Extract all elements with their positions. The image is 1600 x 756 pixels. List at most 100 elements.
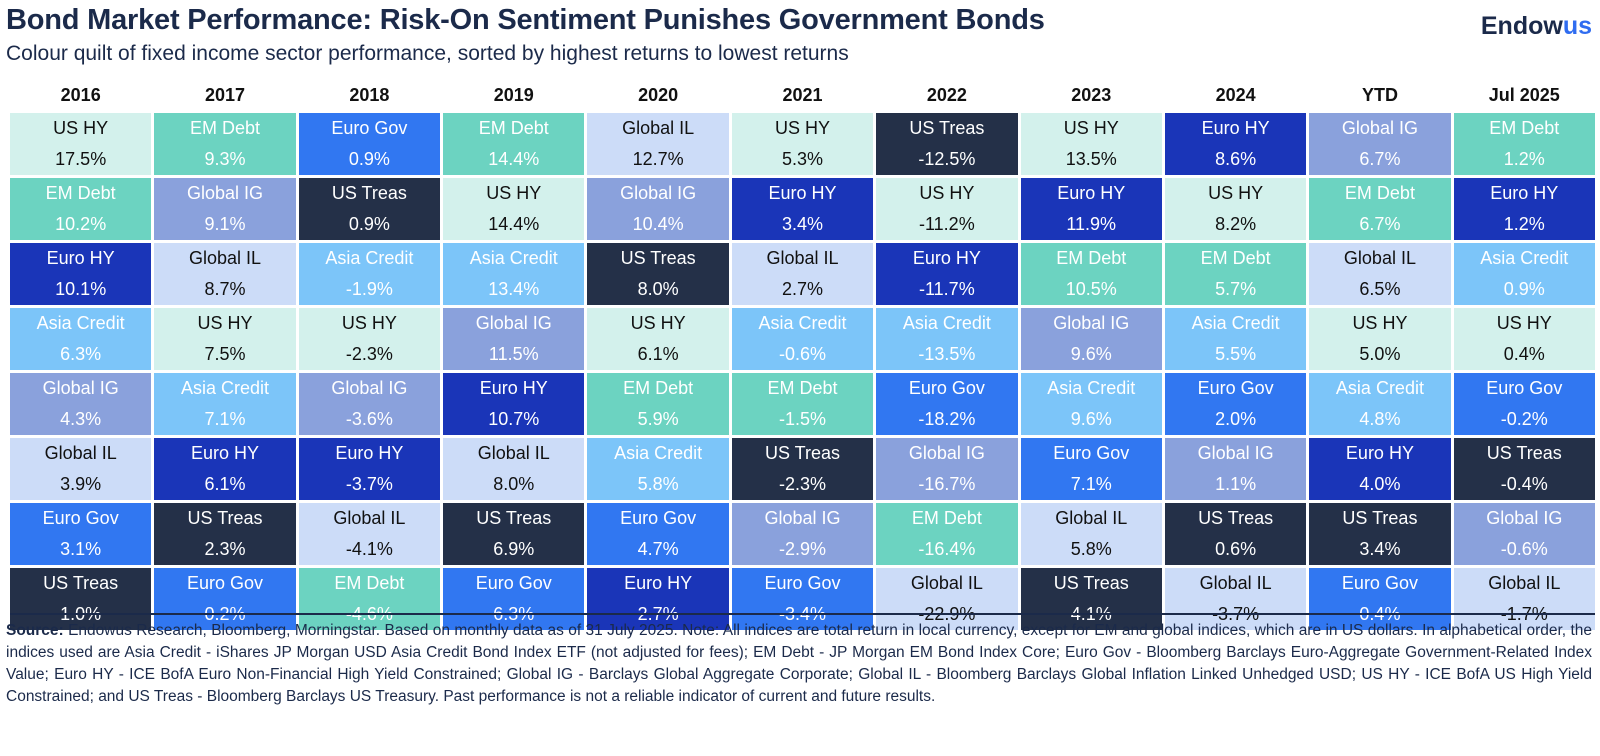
quilt-cell: US Treas 2.3% — [154, 503, 296, 565]
quilt-cell: EM Debt 6.7% — [1309, 178, 1451, 240]
return-value: 2.0% — [1215, 409, 1257, 429]
column-header: YTD — [1361, 84, 1398, 105]
quilt-cell: EM Debt 5.7% — [1164, 243, 1307, 305]
column-header: 2022 — [926, 84, 967, 105]
return-value: 6.5% — [1359, 279, 1401, 299]
quilt-cell: Euro Gov 4.7% — [587, 503, 729, 565]
return-value: -11.7% — [919, 279, 975, 299]
return-value: -18.2% — [918, 409, 976, 429]
sector-label: US Treas — [1053, 573, 1129, 593]
sector-label: Asia Credit — [469, 248, 558, 268]
sector-label: US Treas — [620, 248, 696, 268]
sector-label: Euro HY — [335, 443, 404, 463]
sector-label: Global IG — [475, 313, 552, 333]
return-value: -4.1% — [345, 539, 393, 559]
sector-label: US HY — [197, 313, 253, 333]
sector-label: US Treas — [43, 573, 119, 593]
quilt-cell: Global IG 4.3% — [10, 373, 152, 435]
sector-label: EM Debt — [1344, 183, 1415, 203]
return-value: 13.4% — [488, 279, 540, 299]
sector-label: Euro Gov — [908, 378, 985, 398]
return-value: 9.6% — [1070, 409, 1112, 429]
sector-label: Euro HY — [1201, 118, 1270, 138]
endowus-logo: Endowus — [1481, 12, 1592, 41]
chart-title: Bond Market Performance: Risk-On Sentime… — [6, 4, 1045, 36]
quilt-cell: Global IL -22.9% — [876, 568, 1018, 630]
sector-label: US HY — [341, 313, 397, 333]
performance-quilt-grid: 2016 US HY 17.5% EM Debt 10.2% Euro HY 10.1% As… — [10, 80, 1595, 630]
return-value: 7.1% — [1070, 474, 1112, 494]
sector-label: EM Debt — [1056, 248, 1127, 268]
sector-label: Global IL — [333, 508, 406, 528]
column-header: Jul 2025 — [1488, 84, 1560, 105]
sector-label: Global IL — [1199, 573, 1272, 593]
return-value: 4.0% — [1359, 474, 1401, 494]
sector-label: Global IL — [44, 443, 117, 463]
quilt-cell: Euro HY 1.2% — [1453, 178, 1595, 240]
column-header: 2016 — [60, 84, 101, 105]
sector-label: Euro Gov — [42, 508, 119, 528]
logo-accent-text: us — [1562, 12, 1592, 40]
quilt-cell: Global IG 9.1% — [154, 178, 296, 240]
quilt-cell: EM Debt 5.9% — [587, 373, 729, 435]
return-value: 2.7% — [781, 279, 823, 299]
return-value: -0.6% — [778, 344, 826, 364]
return-value: 8.7% — [204, 279, 246, 299]
quilt-cell: Euro HY -3.7% — [298, 438, 441, 500]
sector-label: Euro Gov — [1053, 443, 1130, 463]
column-header: 2021 — [782, 84, 823, 105]
return-value: -16.7% — [918, 474, 976, 494]
sector-label: EM Debt — [623, 378, 694, 398]
return-value: 5.0% — [1359, 344, 1401, 364]
return-value: 1.2% — [1503, 214, 1545, 234]
quilt-cell: US Treas -2.3% — [731, 438, 874, 500]
quilt-cell: Euro HY 6.1% — [154, 438, 296, 500]
return-value: 6.3% — [60, 344, 102, 364]
sector-label: Global IG — [1341, 118, 1418, 138]
return-value: 4.3% — [60, 409, 102, 429]
return-value: 4.7% — [637, 539, 679, 559]
quilt-cell: Global IL 6.5% — [1309, 243, 1451, 305]
quilt-cell: EM Debt 10.2% — [10, 178, 152, 240]
return-value: 6.7% — [1359, 214, 1401, 234]
quilt-cell: Euro Gov -3.4% — [731, 568, 874, 630]
quilt-cell: Asia Credit -1.9% — [298, 243, 441, 305]
sector-label: Euro HY — [479, 378, 548, 398]
quilt-cell: US Treas 8.0% — [587, 243, 729, 305]
return-value: 0.6% — [1215, 539, 1257, 559]
return-value: 0.9% — [1503, 279, 1545, 299]
quilt-cell: Euro Gov 7.1% — [1020, 438, 1162, 500]
sector-label: US HY — [630, 313, 686, 333]
quilt-cell: EM Debt 9.3% — [154, 113, 296, 175]
return-value: 6.9% — [493, 539, 535, 559]
quilt-cell: US HY 5.0% — [1309, 308, 1451, 370]
quilt-cell: Global IG 1.1% — [1164, 438, 1307, 500]
return-value: 1.1% — [1215, 474, 1257, 494]
quilt-cell: Global IG 11.5% — [443, 308, 585, 370]
quilt-cell: EM Debt -16.4% — [876, 503, 1018, 565]
quilt-cell: Asia Credit -13.5% — [876, 308, 1018, 370]
return-value: 8.6% — [1215, 149, 1257, 169]
sector-label: Euro Gov — [1486, 378, 1563, 398]
quilt-cell: Euro Gov 2.0% — [1164, 373, 1307, 435]
return-value: 13.5% — [1065, 149, 1117, 169]
column-header: 2020 — [638, 84, 679, 105]
quilt-cell: Asia Credit 7.1% — [154, 373, 296, 435]
sector-label: US Treas — [1198, 508, 1274, 528]
quilt-cell: US HY 13.5% — [1020, 113, 1162, 175]
sector-label: US Treas — [331, 183, 407, 203]
sector-label: EM Debt — [1489, 118, 1560, 138]
column-header: 2019 — [493, 84, 534, 105]
return-value: 0.4% — [1503, 344, 1545, 364]
column-header: 2018 — [349, 84, 390, 105]
return-value: 10.7% — [488, 409, 540, 429]
sector-label: US HY — [919, 183, 975, 203]
quilt-cell: Global IG 6.7% — [1309, 113, 1451, 175]
quilt-cell: Global IL 5.8% — [1020, 503, 1162, 565]
return-value: 10.1% — [55, 279, 107, 299]
sector-label: Global IG — [764, 508, 841, 528]
sector-label: Asia Credit — [181, 378, 270, 398]
quilt-cell: US HY 5.3% — [731, 113, 874, 175]
sector-label: EM Debt — [767, 378, 838, 398]
quilt-cell: US Treas 1.0% — [10, 568, 152, 630]
